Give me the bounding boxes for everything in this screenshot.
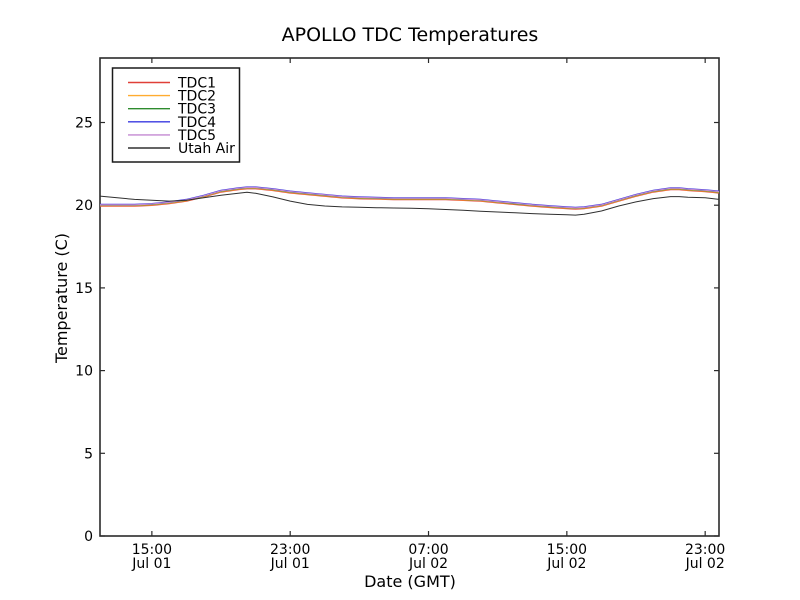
x-tick-label-time: 15:00 <box>547 542 587 558</box>
chart-title: APOLLO TDC Temperatures <box>281 24 539 46</box>
x-tick-label-time: 15:00 <box>132 542 172 558</box>
legend-label-tdc2: TDC2 <box>177 89 216 105</box>
legend-label-tdc5: TDC5 <box>177 128 216 144</box>
x-tick-label-date: Jul 02 <box>546 556 586 572</box>
x-tick-label-time: 07:00 <box>408 542 448 558</box>
x-tick-label-date: Jul 01 <box>131 556 171 572</box>
x-tick-label-time: 23:00 <box>270 542 310 558</box>
legend-box <box>111 67 241 163</box>
y-tick-label: 15 <box>75 281 93 297</box>
legend-label-tdc4: TDC4 <box>177 115 216 131</box>
y-tick-label: 0 <box>84 529 93 545</box>
y-tick-label: 20 <box>75 198 93 214</box>
series-line-tdc5 <box>100 186 720 209</box>
x-tick-label-date: Jul 02 <box>685 556 725 572</box>
legend-label-tdc1: TDC1 <box>177 76 216 92</box>
y-tick-label: 25 <box>75 116 93 132</box>
x-axis-label: Date (GMT) <box>364 572 456 591</box>
plot-border <box>99 57 720 537</box>
y-tick-label: 10 <box>75 364 93 380</box>
y-axis-label: Temperature (C) <box>52 232 71 364</box>
x-tick-label-date: Jul 02 <box>408 556 448 572</box>
y-tick-label: 5 <box>84 446 93 462</box>
x-tick-label-time: 23:00 <box>685 542 725 558</box>
x-tick-label-date: Jul 01 <box>270 556 310 572</box>
legend-label-tdc3: TDC3 <box>177 102 216 118</box>
legend-label-utah-air: Utah Air <box>178 141 235 157</box>
series-line-utah-air <box>99 191 720 216</box>
